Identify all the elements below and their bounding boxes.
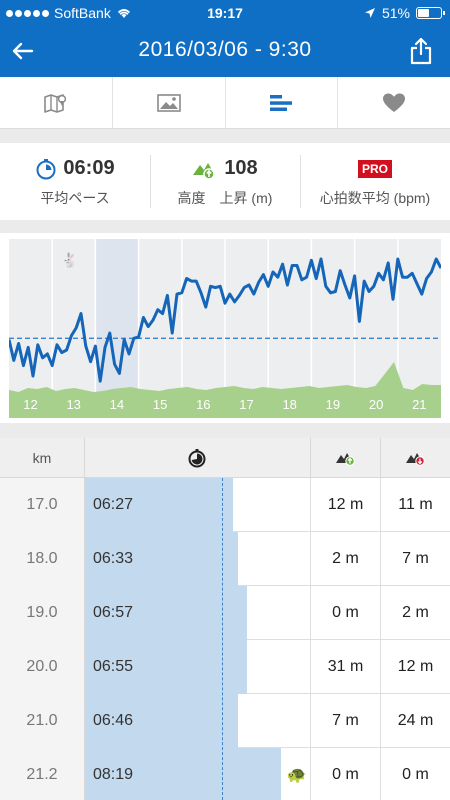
elevation-area [9,362,441,418]
tab-splits[interactable] [226,77,339,128]
stopwatch-icon [188,449,206,468]
heart-icon [383,93,406,112]
table-row[interactable]: 20.0 06:55 31 m 12 m [0,640,450,694]
split-descent: 12 m [380,640,450,694]
pace-value: 06:09 [63,157,115,179]
split-pace: 06:57 [93,604,134,621]
elevation-up-icon [193,162,216,180]
ascent-header [310,438,380,478]
share-icon[interactable] [408,36,434,66]
split-descent: 0 m [380,748,450,800]
average-pace-line [222,478,223,800]
km-tick-label: 20 [368,397,384,412]
split-km: 21.2 [0,748,84,800]
split-descent: 24 m [380,694,450,748]
stat-heart-rate: PRO 心拍数平均 (bpm) [300,143,450,220]
stat-pace: 06:09 平均ペース [0,143,150,220]
elevation-label: 高度 上昇 (m) [177,189,273,206]
split-ascent: 2 m [310,532,380,586]
split-pace: 08:19 [93,766,134,783]
pace-bar [84,532,238,586]
km-tick-label: 16 [196,397,211,412]
pro-badge[interactable]: PRO [357,159,392,178]
carrier-label: SoftBank [54,5,111,21]
split-descent: 2 m [380,586,450,640]
descent-icon [405,453,425,466]
pace-bar [84,478,234,532]
split-pace: 06:55 [93,658,134,675]
descent-header [380,438,450,478]
map-icon [44,93,67,113]
status-bar: SoftBank 19:17 51% [0,0,450,26]
pace-line [9,257,441,383]
km-tick-label: 17 [239,397,254,412]
tab-heart[interactable] [338,77,450,128]
km-tick-label: 19 [325,397,341,412]
stopwatch-pace-icon [36,158,56,179]
km-tick-label: 12 [23,397,38,412]
pace-bar [84,586,247,640]
km-tick-label: 15 [152,397,168,412]
split-pace: 06:46 [93,712,134,729]
pace-chart-panel: 🐇 12 13 14 15 16 17 18 19 20 21 [0,233,450,423]
header: 2016/03/06 - 9:30 [0,26,450,76]
pace-chart-svg: 🐇 [9,239,441,418]
split-ascent: 31 m [310,640,380,694]
split-km: 19.0 [0,586,84,640]
split-ascent: 0 m [310,586,380,640]
bars-icon [270,94,293,111]
back-arrow-icon[interactable] [8,36,38,66]
km-tick-label: 13 [66,397,81,412]
battery-percent: 51% [381,5,410,21]
split-km: 20.0 [0,640,84,694]
split-ascent: 12 m [310,478,380,532]
table-row[interactable]: 21.0 06:46 7 m 24 m [0,694,450,748]
pace-header [84,438,310,478]
split-km: 17.0 [0,478,84,532]
ascent-icon [335,453,355,466]
km-header: km [32,450,52,466]
wifi-icon [117,9,130,18]
tab-bar [0,77,450,129]
stat-elevation: 108 高度 上昇 (m) [150,143,300,220]
pace-bar [84,694,238,748]
split-descent: 7 m [380,532,450,586]
pace-label: 平均ペース [40,189,110,206]
km-tick-label: 14 [109,397,125,412]
column-divider [84,438,85,800]
elevation-value: 108 [224,157,258,179]
location-arrow-icon [364,8,375,18]
split-km: 18.0 [0,532,84,586]
tab-photo[interactable] [113,77,226,128]
photo-icon [156,93,181,112]
km-tick-label: 18 [282,397,297,412]
split-descent: 11 m [380,478,450,532]
page-title: 2016/03/06 - 9:30 [138,38,312,61]
turtle-icon: 🐢 [286,765,307,784]
pace-bar [84,640,247,694]
signal-icon [6,9,49,17]
pace-chart[interactable]: 🐇 12 13 14 15 16 17 18 19 20 21 [9,239,441,418]
split-pace: 06:27 [93,496,134,513]
battery-icon [416,7,445,19]
status-time: 19:17 [207,5,243,21]
rabbit-icon: 🐇 [61,252,78,269]
table-header: km [0,438,450,478]
table-row[interactable]: 17.0 06:27 12 m 11 m [0,478,450,532]
summary-stats: 06:09 平均ペース 108 高度 上昇 (m) PRO 心拍数平均 (bpm… [0,143,450,220]
km-tick-label: 21 [412,397,427,412]
split-ascent: 7 m [310,694,380,748]
split-ascent: 0 m [310,748,380,800]
split-pace: 06:33 [93,550,134,567]
heart-rate-label: 心拍数平均 (bpm) [319,189,431,206]
pace-bar [84,748,281,800]
split-km: 21.0 [0,694,84,748]
tab-map[interactable] [0,77,113,128]
